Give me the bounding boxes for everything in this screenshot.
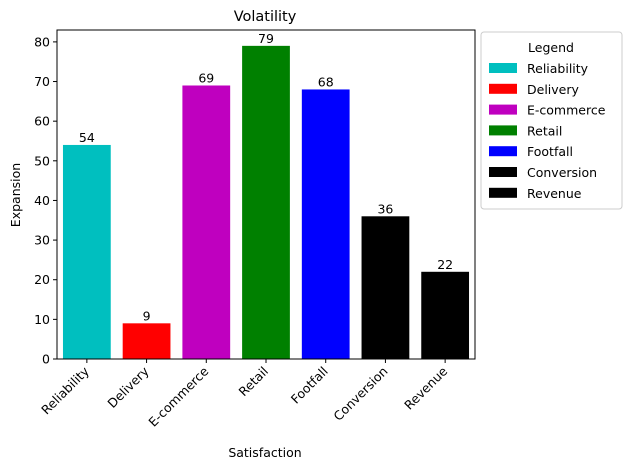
x-tick-label: E-commerce [145,363,211,429]
chart-title: Volatility [234,9,297,25]
x-tick-label: Retail [236,364,272,400]
y-axis-label: Expansion [8,163,23,227]
legend-entry-label: E-commerce [527,103,606,118]
bar-value-label: 54 [79,130,95,145]
bar-value-label: 9 [143,308,151,323]
y-tick-label: 20 [34,272,50,287]
legend-entry-label: Footfall [527,144,573,159]
legend-swatch-retail [489,125,517,136]
plot-area: 54 Reliability 9 Delivery 69 E-commerce 79 Reta… [34,29,476,430]
legend-swatch-conversion [489,167,517,177]
legend-swatch-reliability [489,63,517,73]
y-tick-label: 60 [34,114,50,129]
y-tick-label: 70 [34,74,50,89]
y-tick-label: 10 [34,312,50,327]
legend-entry-label: Conversion [527,165,597,180]
bar-footfall [301,89,350,360]
x-tick-label: Footfall [288,364,331,407]
y-tick-label: 50 [34,153,50,168]
legend-title: Legend [528,40,574,55]
bar-revenue [421,271,470,359]
bar-value-label: 79 [258,31,274,46]
y-tick-label: 30 [34,233,50,248]
bar-value-label: 68 [318,74,334,89]
legend-swatch-footfall [489,146,517,157]
bar-retail [242,45,290,360]
bar-value-label: 36 [377,201,393,216]
legend-frame [480,31,623,210]
legend-entry-label: Delivery [527,82,579,97]
x-tick-label: Conversion [330,364,390,424]
y-tick-label: 0 [42,352,50,367]
bar-value-label: 22 [437,257,453,272]
legend-swatch-revenue [489,187,517,198]
legend-entry-label: Revenue [527,186,582,201]
bar-reliability [62,144,111,359]
y-tick-label: 40 [34,193,50,208]
x-tick-label: Reliability [38,363,92,417]
x-tick-label: Delivery [104,363,152,411]
legend-entry-label: Retail [527,123,562,138]
legend-swatch-e-commerce [489,104,517,115]
bar-e-commerce [182,85,231,360]
legend-entry-label: Reliability [527,61,589,76]
legend: Legend Reliability Delivery E-commerce Reta… [480,31,623,210]
y-tick-label: 80 [34,34,50,49]
bar-value-label: 69 [198,70,214,85]
bar-delivery [122,323,171,359]
plot-frame [56,29,476,360]
x-tick-label: Revenue [401,363,450,412]
x-axis-label: Satisfaction [228,445,301,460]
bar-conversion [361,216,410,359]
legend-swatch-delivery [489,83,517,94]
